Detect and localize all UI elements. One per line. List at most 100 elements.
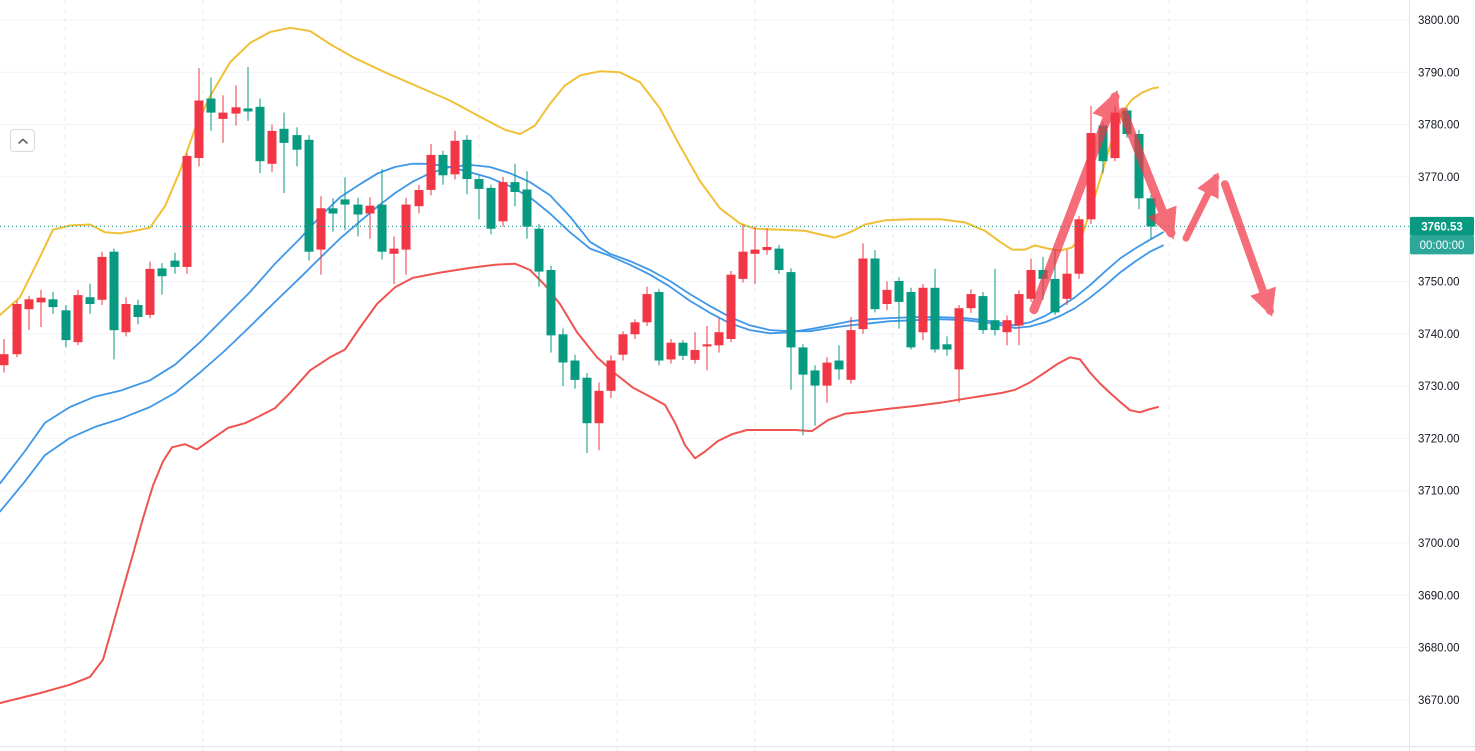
candle-down	[678, 340, 688, 360]
price-tick-label: 3720.00	[1418, 433, 1460, 445]
price-tick-label: 3750.00	[1418, 277, 1460, 289]
trend-arrow[interactable]	[1182, 172, 1220, 242]
candle-up	[954, 305, 964, 403]
candle-up	[918, 284, 928, 341]
candle-down	[109, 248, 119, 360]
candle-down	[462, 135, 472, 195]
candle-up	[1062, 249, 1072, 305]
candle-up	[182, 153, 192, 274]
candle-down	[133, 299, 143, 325]
price-tick-label: 3690.00	[1418, 590, 1460, 602]
candle-up	[714, 318, 724, 353]
candle-up	[267, 124, 277, 172]
candle-up	[666, 339, 676, 364]
candle-up	[12, 300, 22, 358]
candle-up	[630, 319, 640, 339]
candle-up	[882, 281, 892, 311]
candle-down	[570, 354, 580, 389]
candle-down	[377, 169, 387, 260]
candle-up	[822, 357, 832, 403]
ma-slow-line	[0, 163, 1164, 513]
candle-up	[414, 184, 424, 214]
candle-up	[145, 261, 155, 319]
candle-down	[894, 277, 904, 329]
candle-up	[316, 196, 326, 275]
candle-down	[304, 135, 314, 261]
price-tick-label: 3770.00	[1418, 172, 1460, 184]
candle-up	[231, 85, 241, 126]
candle-down	[243, 67, 253, 121]
candle-down	[558, 328, 568, 387]
current-price-badge: 3760.53 00:00:00	[1410, 216, 1474, 255]
candle-down	[474, 175, 484, 220]
trend-arrow-drawings[interactable]	[1029, 90, 1276, 317]
candle-up	[0, 339, 9, 373]
candle-down	[942, 336, 952, 356]
trend-arrow[interactable]	[1221, 180, 1276, 317]
candle-up	[194, 68, 204, 167]
candle-down	[48, 292, 58, 314]
candle-up	[750, 226, 760, 285]
candle-up	[738, 224, 748, 283]
price-tick-label: 3700.00	[1418, 538, 1460, 550]
candle-down	[546, 265, 556, 353]
candle-up	[690, 332, 700, 364]
price-scale[interactable]: 3800.00 3790.00 3780.00 3770.00 3750.00 3740.…	[1409, 0, 1475, 751]
candle-up	[1002, 315, 1012, 346]
candle-down	[255, 98, 265, 174]
candle-up	[389, 236, 399, 285]
candle-down	[157, 263, 167, 295]
candle-up	[73, 289, 83, 346]
candle-down	[870, 250, 880, 313]
candle-down	[534, 224, 544, 287]
candle-down	[486, 184, 496, 235]
candle-up	[606, 355, 616, 399]
bar-countdown-timer: 00:00:00	[1420, 240, 1465, 252]
trend-arrow[interactable]	[1118, 107, 1177, 240]
price-tick-label: 3710.00	[1418, 486, 1460, 498]
candle-down	[292, 127, 302, 167]
trend-arrow[interactable]	[1029, 90, 1121, 315]
candle-up	[450, 130, 460, 180]
price-gridlines	[0, 19, 1409, 701]
chevron-up-icon	[17, 138, 28, 144]
price-tick-label: 3790.00	[1418, 67, 1460, 79]
candle-down	[906, 287, 916, 350]
candle-down	[206, 77, 216, 131]
candle-up	[36, 289, 46, 327]
price-tick-label: 3730.00	[1418, 381, 1460, 393]
candle-down	[61, 305, 71, 348]
candle-down	[978, 292, 988, 334]
candle-down	[654, 289, 664, 366]
candle-up	[1074, 216, 1084, 279]
price-tick-label: 3670.00	[1418, 695, 1460, 707]
candle-up	[726, 271, 736, 343]
price-tick-label: 3800.00	[1418, 15, 1460, 27]
candle-up	[97, 251, 107, 305]
candle-up	[858, 243, 868, 334]
candle-up	[24, 296, 34, 331]
candle-up	[702, 326, 712, 371]
price-tick-label: 3780.00	[1418, 120, 1460, 132]
candle-down	[353, 197, 363, 237]
candle-up	[365, 197, 375, 239]
upper-band-line	[0, 26, 1159, 316]
candle-down	[510, 163, 520, 207]
candle-up	[618, 331, 628, 361]
candle-up	[121, 297, 131, 337]
candle-up	[966, 289, 976, 313]
candle-up	[218, 95, 228, 143]
candle-up	[762, 228, 772, 255]
candle-down	[834, 345, 844, 380]
candle-down	[930, 268, 940, 353]
candle-up	[426, 144, 436, 196]
candle-up	[401, 197, 411, 275]
candle-up	[498, 176, 508, 227]
candle-up	[594, 382, 604, 451]
price-tick-label: 3680.00	[1418, 643, 1460, 655]
collapse-panel-button[interactable]	[10, 129, 35, 152]
candle-down	[522, 171, 532, 239]
candle-down	[85, 283, 95, 314]
